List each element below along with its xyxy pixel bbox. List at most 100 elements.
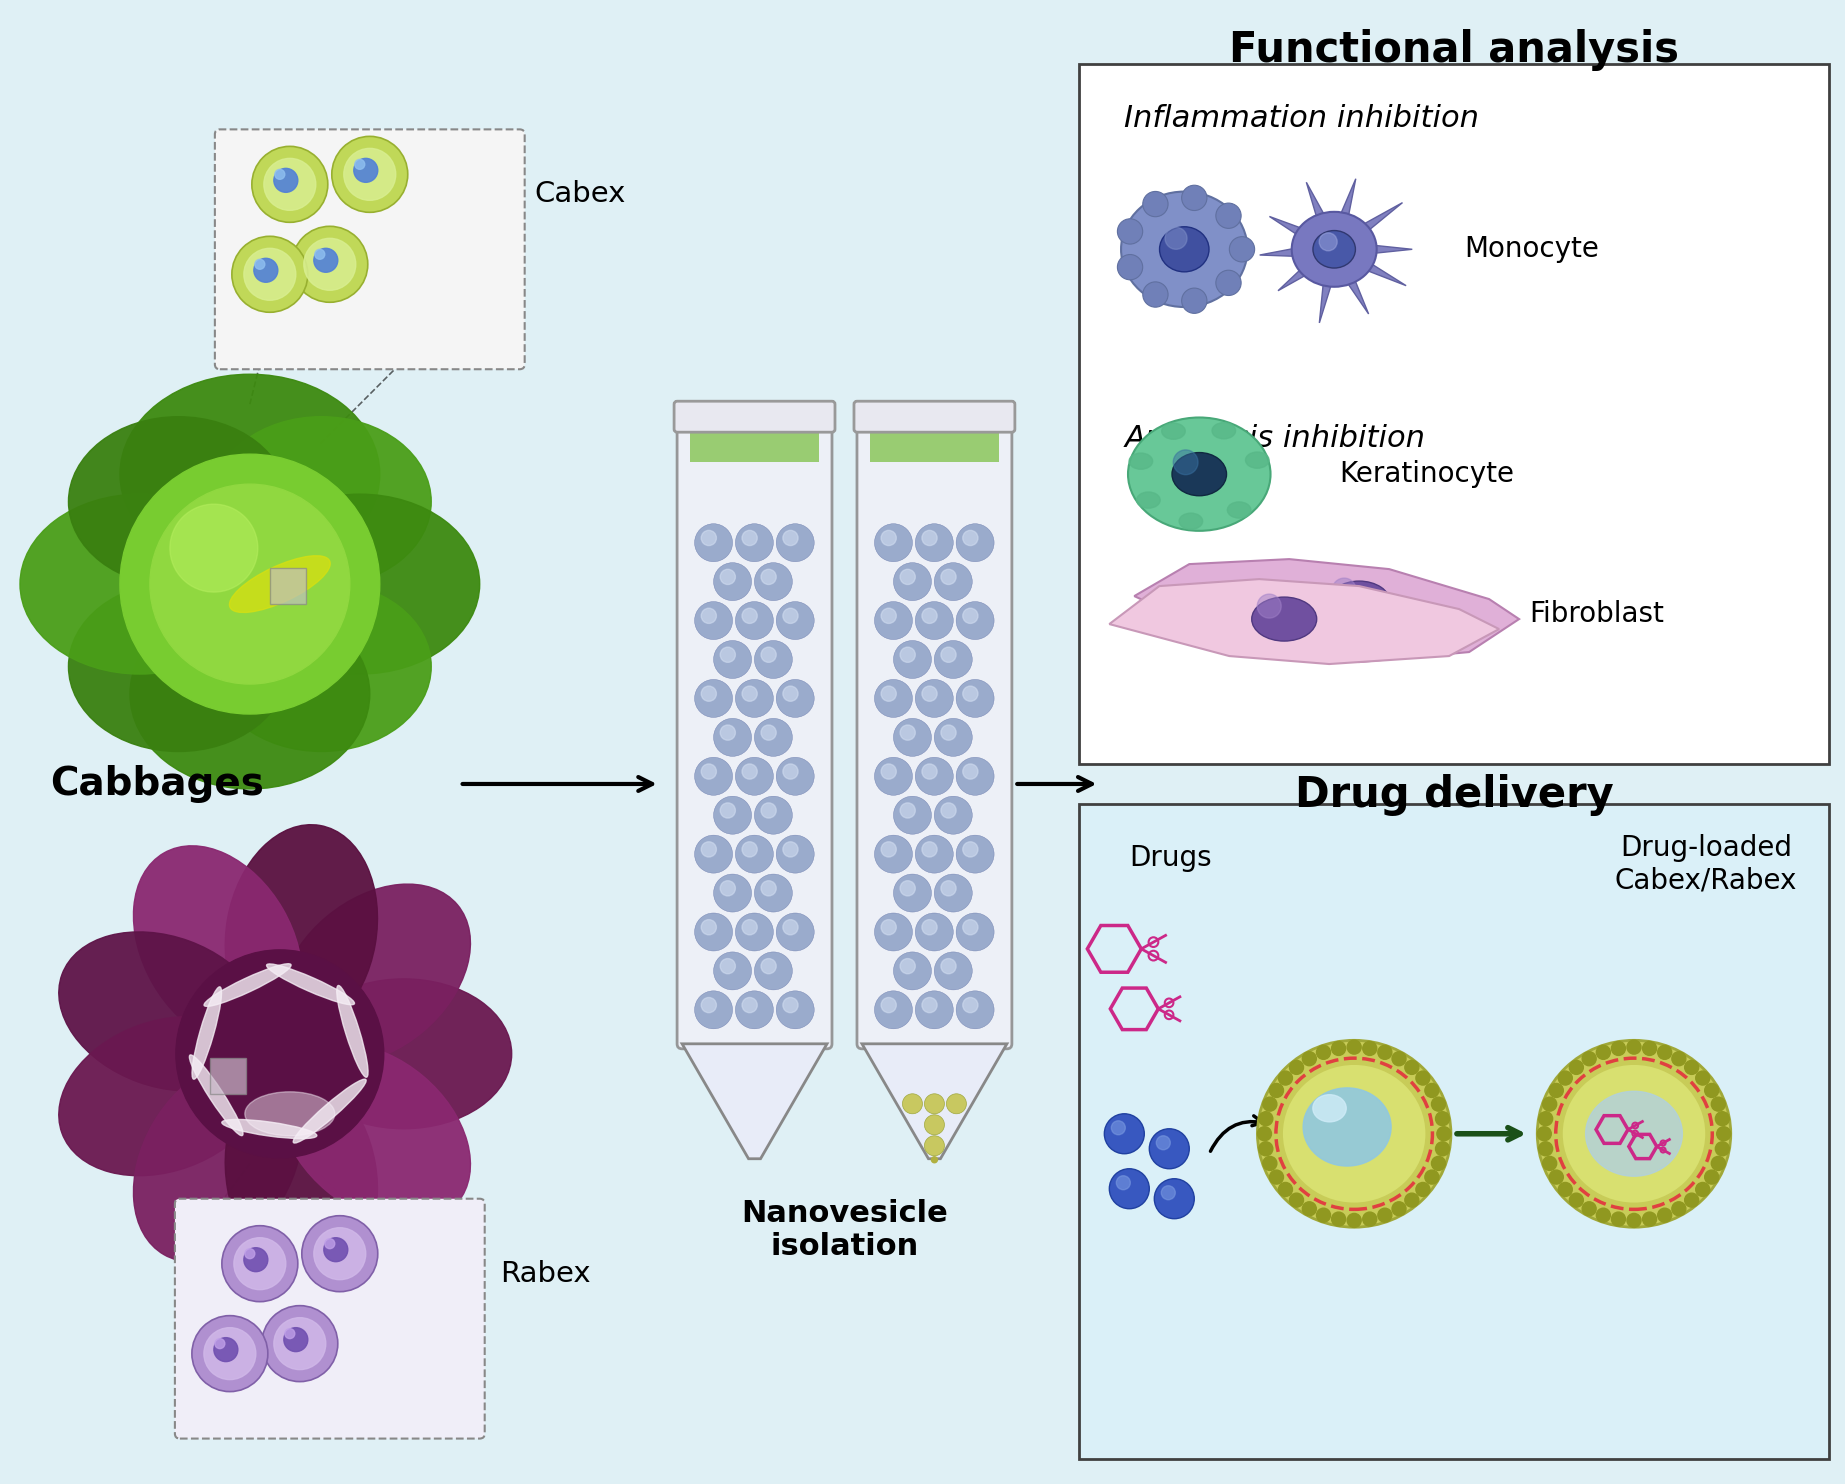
Circle shape xyxy=(875,835,913,873)
Circle shape xyxy=(354,159,365,169)
Circle shape xyxy=(922,997,937,1012)
Text: Drugs: Drugs xyxy=(1129,844,1212,873)
Ellipse shape xyxy=(1162,423,1184,439)
Circle shape xyxy=(292,227,367,303)
Circle shape xyxy=(275,169,284,180)
Bar xyxy=(690,429,819,462)
Circle shape xyxy=(714,951,751,990)
FancyBboxPatch shape xyxy=(1079,64,1828,764)
Ellipse shape xyxy=(245,1092,334,1135)
Circle shape xyxy=(915,524,954,562)
Circle shape xyxy=(922,686,937,702)
Circle shape xyxy=(325,1239,334,1248)
Circle shape xyxy=(760,880,777,896)
Ellipse shape xyxy=(129,600,369,789)
Circle shape xyxy=(1256,594,1280,617)
Circle shape xyxy=(963,530,978,546)
Circle shape xyxy=(1181,288,1207,313)
Circle shape xyxy=(1596,1208,1611,1223)
Circle shape xyxy=(694,835,732,873)
Circle shape xyxy=(1116,1175,1131,1190)
Circle shape xyxy=(255,258,279,282)
Circle shape xyxy=(736,524,773,562)
Circle shape xyxy=(1332,1212,1345,1226)
Circle shape xyxy=(214,1339,225,1349)
Circle shape xyxy=(1216,270,1242,295)
Ellipse shape xyxy=(1137,493,1161,508)
Circle shape xyxy=(882,997,897,1012)
Circle shape xyxy=(742,686,756,702)
Ellipse shape xyxy=(212,417,432,586)
Circle shape xyxy=(777,524,814,562)
Polygon shape xyxy=(1369,245,1411,254)
Circle shape xyxy=(1627,1214,1640,1227)
Circle shape xyxy=(934,797,972,834)
Circle shape xyxy=(1570,1061,1583,1074)
Text: Keratinocyte: Keratinocyte xyxy=(1339,460,1515,488)
Circle shape xyxy=(1611,1212,1625,1226)
FancyBboxPatch shape xyxy=(856,418,1011,1049)
Text: Functional analysis: Functional analysis xyxy=(1229,30,1679,71)
Circle shape xyxy=(1404,1193,1419,1206)
Ellipse shape xyxy=(1172,453,1227,496)
Ellipse shape xyxy=(338,985,367,1077)
Circle shape xyxy=(1391,1202,1406,1215)
Circle shape xyxy=(941,803,956,818)
Circle shape xyxy=(963,608,978,623)
Ellipse shape xyxy=(1328,582,1389,623)
Circle shape xyxy=(264,159,315,211)
Text: Apoptosis inhibition: Apoptosis inhibition xyxy=(1124,424,1426,453)
FancyBboxPatch shape xyxy=(175,1199,485,1438)
Polygon shape xyxy=(862,1043,1007,1159)
Circle shape xyxy=(915,991,954,1028)
Ellipse shape xyxy=(240,494,480,674)
Ellipse shape xyxy=(1292,212,1376,286)
Text: Fibroblast: Fibroblast xyxy=(1530,600,1664,628)
Circle shape xyxy=(934,874,972,913)
Circle shape xyxy=(1712,1156,1725,1171)
Circle shape xyxy=(742,608,756,623)
Circle shape xyxy=(755,951,792,990)
Circle shape xyxy=(893,797,932,834)
Circle shape xyxy=(902,1094,922,1114)
Ellipse shape xyxy=(1282,1066,1426,1202)
Circle shape xyxy=(932,1156,937,1163)
Ellipse shape xyxy=(205,963,292,1006)
Circle shape xyxy=(736,757,773,795)
Circle shape xyxy=(694,991,732,1028)
Circle shape xyxy=(714,797,751,834)
Circle shape xyxy=(882,920,897,935)
Circle shape xyxy=(1363,1042,1376,1055)
Ellipse shape xyxy=(1303,1088,1391,1166)
Circle shape xyxy=(777,757,814,795)
Circle shape xyxy=(149,484,351,684)
Circle shape xyxy=(1181,186,1207,211)
Circle shape xyxy=(284,1328,308,1352)
Circle shape xyxy=(1317,1045,1330,1060)
Circle shape xyxy=(1542,1156,1557,1171)
Circle shape xyxy=(1437,1126,1450,1141)
Circle shape xyxy=(893,718,932,757)
Circle shape xyxy=(742,530,756,546)
Circle shape xyxy=(736,680,773,717)
Circle shape xyxy=(941,726,956,741)
Circle shape xyxy=(255,260,266,269)
Circle shape xyxy=(893,951,932,990)
Circle shape xyxy=(701,608,716,623)
Circle shape xyxy=(714,874,751,913)
Ellipse shape xyxy=(133,1061,303,1261)
Ellipse shape xyxy=(1227,502,1251,518)
Ellipse shape xyxy=(225,825,378,1039)
Circle shape xyxy=(244,1248,268,1272)
Circle shape xyxy=(882,686,897,702)
Circle shape xyxy=(315,249,325,260)
Circle shape xyxy=(1155,1178,1194,1218)
Circle shape xyxy=(777,913,814,951)
Circle shape xyxy=(956,913,994,951)
Ellipse shape xyxy=(1258,1040,1450,1227)
Circle shape xyxy=(893,874,932,913)
Circle shape xyxy=(755,641,792,678)
Ellipse shape xyxy=(1122,191,1247,307)
Circle shape xyxy=(1550,1169,1563,1184)
Circle shape xyxy=(924,1094,945,1114)
